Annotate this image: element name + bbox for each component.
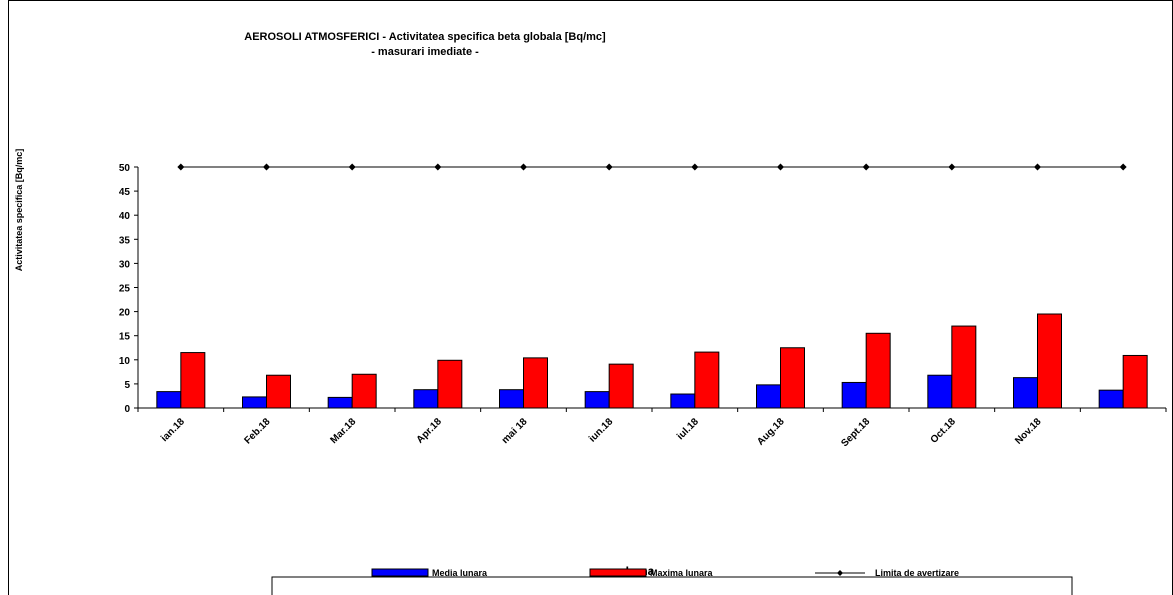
x-tick-label: ian.18: [159, 416, 187, 444]
bar-media: [927, 374, 953, 409]
x-tick-label: Feb.18: [242, 416, 272, 446]
bar-maxima: [266, 374, 291, 409]
y-axis-label: Activitatea specifica [Bq/mc]: [14, 149, 24, 272]
legend-label-limita: Limita de avertizare: [875, 568, 959, 578]
legend: Media lunara Maxima lunara Limita de ave…: [271, 568, 1073, 595]
bar-media: [756, 384, 781, 409]
y-ticks: 0 5 10 15 20 25 30 35 40 45 50: [119, 163, 138, 415]
bar-maxima: [523, 357, 548, 409]
limit-marker: [520, 163, 527, 171]
bar-maxima: [694, 351, 720, 409]
bar-media: [327, 396, 353, 409]
bar-maxima: [437, 359, 463, 409]
bar-media: [584, 391, 610, 409]
bar-media: [413, 389, 439, 409]
limit-marker: [691, 163, 699, 171]
axes: [137, 167, 1166, 409]
y-tick-label: 30: [119, 259, 131, 270]
x-tick-label: Apr.18: [415, 416, 445, 446]
bar-media: [670, 393, 696, 409]
limit-marker: [348, 163, 356, 171]
bar-media: [1098, 389, 1124, 409]
bar-media: [1013, 377, 1038, 409]
y-tick-label: 5: [124, 380, 130, 391]
x-tick-label: iul.18: [675, 416, 701, 442]
limit-marker: [1119, 163, 1127, 171]
limit-marker: [177, 163, 185, 171]
limit-marker: [605, 163, 613, 171]
bars: [156, 313, 1148, 409]
bar-maxima: [1037, 313, 1062, 409]
legend-swatch-maxima: [589, 568, 647, 577]
legend-box: [271, 576, 1073, 595]
x-tick-label: mai 18: [500, 416, 530, 446]
y-tick-label: 45: [119, 187, 131, 198]
x-tick-label: Nov.18: [1013, 416, 1044, 447]
legend-label-media: Media lunara: [432, 568, 488, 578]
y-tick-label: 40: [119, 211, 131, 222]
bar-maxima: [780, 347, 805, 409]
chart-title: AEROSOLI ATMOSFERICI - Activitatea speci…: [244, 31, 606, 43]
y-tick-label: 20: [119, 308, 131, 319]
x-tick-label: Mar.18: [328, 416, 358, 446]
limit-marker: [948, 163, 956, 171]
limit-marker: [434, 163, 442, 171]
bar-media: [242, 396, 267, 409]
x-ticks: ian.18 Feb.18 Mar.18 Apr.18 mai 18 iun.18 iul.…: [137, 408, 1167, 449]
x-tick-label: Oct.18: [929, 416, 959, 446]
limit-marker: [777, 163, 784, 171]
y-tick-label: 10: [119, 356, 131, 367]
x-tick-label: Aug.18: [755, 416, 787, 448]
chart-subtitle: - masurari imediate -: [371, 46, 479, 58]
bar-maxima: [180, 352, 206, 409]
bar-maxima: [608, 363, 634, 409]
legend-swatch-media: [371, 568, 429, 577]
bar-maxima: [1122, 354, 1148, 409]
y-tick-label: 50: [119, 163, 131, 174]
y-tick-label: 35: [119, 235, 131, 246]
bar-maxima: [351, 373, 377, 409]
bar-media: [499, 389, 524, 409]
y-tick-label: 0: [124, 404, 130, 415]
bar-maxima: [951, 325, 977, 409]
limit-line: [177, 163, 1127, 171]
x-tick-label: Sept.18: [839, 416, 872, 449]
y-tick-label: 25: [119, 284, 131, 295]
bar-maxima: [865, 332, 891, 409]
legend-label-maxima: Maxima lunara: [650, 568, 714, 578]
bar-media: [841, 381, 867, 409]
legend-marker-limita: [837, 570, 843, 576]
limit-marker: [1034, 163, 1041, 171]
limit-marker: [263, 163, 270, 171]
bar-media: [156, 391, 182, 409]
x-tick-label: iun.18: [587, 416, 616, 445]
limit-marker: [862, 163, 870, 171]
y-tick-label: 15: [119, 332, 131, 343]
